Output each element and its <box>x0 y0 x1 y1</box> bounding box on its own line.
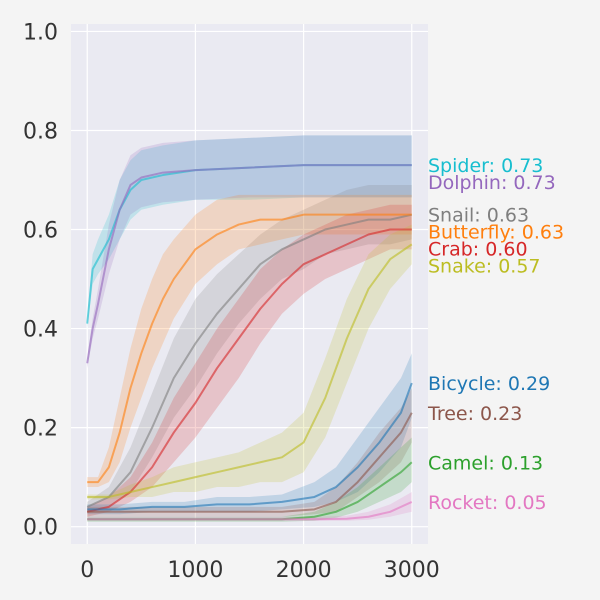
snail-line <box>86 213 412 508</box>
x-tick-label: 0 <box>80 558 94 583</box>
legend-label-bicycle: Bicycle: 0.29 <box>428 373 550 395</box>
butterfly-band <box>87 194 412 488</box>
snail-band <box>87 184 412 512</box>
y-tick-label: 0.2 <box>23 417 58 442</box>
y-tick-label: 0.8 <box>23 119 58 144</box>
plot-background <box>71 24 428 544</box>
x-tick-label: 3000 <box>384 558 440 583</box>
rocket-line <box>87 500 413 521</box>
spider-band <box>87 135 412 329</box>
dolphin-line <box>86 164 412 364</box>
tree-line <box>87 412 413 513</box>
y-tick-label: 0.4 <box>23 318 58 343</box>
dolphin-band <box>87 135 412 369</box>
series-lines <box>86 164 413 521</box>
legend-label-butterfly: Butterfly: 0.63 <box>428 222 564 244</box>
snake-line <box>87 243 413 498</box>
butterfly-line <box>87 213 412 484</box>
axis-ticks: 0 1000 2000 3000 0.0 0.2 0.4 0.6 0.8 1.0 <box>23 20 440 583</box>
snake-band <box>87 224 412 500</box>
legend-label-spider: Spider: 0.73 <box>428 155 543 177</box>
y-tick-label: 0.0 <box>23 516 58 541</box>
grid <box>71 24 428 544</box>
bicycle-band <box>87 353 412 515</box>
legend-label-crab: Crab: 0.60 <box>428 239 528 261</box>
confidence-bands <box>87 135 412 522</box>
y-tick-label: 0.6 <box>23 219 58 244</box>
legend-label-snake: Snake: 0.57 <box>428 256 541 278</box>
legend-label-dolphin: Dolphin: 0.73 <box>428 172 556 194</box>
crab-line <box>87 228 412 513</box>
bicycle-line <box>87 382 413 511</box>
rocket-band <box>87 492 412 521</box>
legend-label-rocket: Rocket: 0.05 <box>428 492 547 514</box>
legend-label-tree: Tree: 0.23 <box>427 403 522 425</box>
x-tick-label: 1000 <box>167 558 223 583</box>
legend-label-snail: Snail: 0.63 <box>428 205 529 227</box>
crab-band <box>87 204 412 517</box>
y-tick-label: 1.0 <box>23 20 58 45</box>
legend-label-camel: Camel: 0.13 <box>428 452 543 474</box>
x-tick-label: 2000 <box>276 558 332 583</box>
